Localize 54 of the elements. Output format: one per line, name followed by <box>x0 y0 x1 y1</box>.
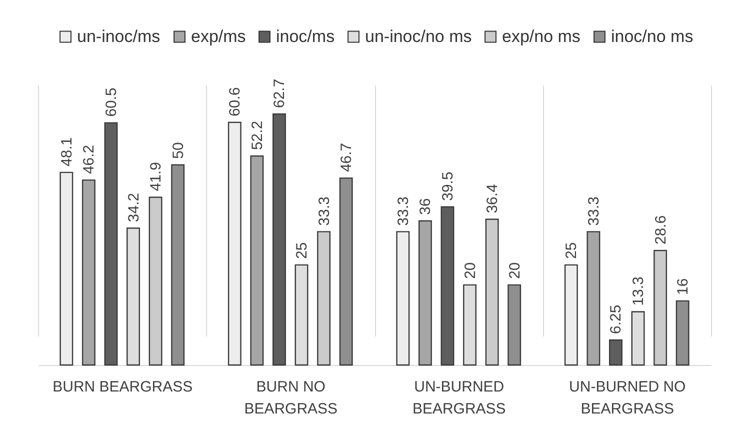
bar <box>60 172 74 366</box>
data-label: 36 <box>417 198 434 215</box>
bar <box>418 220 432 366</box>
bar <box>440 206 454 366</box>
bar <box>171 164 185 366</box>
x-tick-label: BURN NO BEARGRASS <box>244 378 338 418</box>
bar <box>564 264 578 366</box>
bar <box>485 218 499 366</box>
bar <box>317 231 331 366</box>
data-label: 50 <box>170 142 187 159</box>
data-label: 16 <box>674 278 692 295</box>
x-tick-label: BURN BEARGRASS <box>52 378 193 396</box>
bar <box>586 231 600 366</box>
data-label: 34.2 <box>125 192 142 222</box>
data-label: 39.5 <box>439 172 456 201</box>
data-label: 25 <box>563 242 580 259</box>
data-label: 20 <box>462 262 479 279</box>
legend-label: inoc/no ms <box>611 26 694 46</box>
bar <box>654 250 668 366</box>
data-label: 41.9 <box>148 162 165 192</box>
x-tick-label: UN-BURNED BEARGRASS <box>412 378 506 418</box>
data-label: 46.7 <box>338 142 356 172</box>
legend-label: un-inoc/no ms <box>365 26 472 46</box>
data-label: 28.6 <box>652 215 670 245</box>
data-label: 60.5 <box>102 88 120 117</box>
data-label: 52.2 <box>248 120 266 150</box>
bar <box>228 122 242 366</box>
bar <box>250 155 264 366</box>
legend-label: inoc/ms <box>276 26 335 46</box>
bar <box>676 300 690 366</box>
bar <box>508 284 522 366</box>
data-label: 6.25 <box>608 304 625 334</box>
legend-label: un-inoc/ms <box>77 26 160 46</box>
legend-label: exp/no ms <box>502 26 580 46</box>
bar <box>104 122 118 366</box>
bar <box>396 231 410 366</box>
data-label: 20 <box>506 262 524 279</box>
bar <box>339 177 353 366</box>
x-tick-label: UN-BURNED NO BEARGRASS <box>569 378 686 418</box>
bar <box>272 113 286 366</box>
bar <box>148 196 162 366</box>
data-label: 33.3 <box>585 196 602 226</box>
data-label: 25 <box>294 242 311 259</box>
data-label: 33.3 <box>316 196 333 226</box>
data-label: 62.7 <box>271 78 288 108</box>
bar <box>609 339 622 366</box>
data-label: 13.3 <box>630 276 648 306</box>
data-label: 36.4 <box>484 184 502 214</box>
data-label: 46.2 <box>80 144 98 174</box>
data-label: 60.6 <box>226 87 244 116</box>
data-label: 48.1 <box>58 137 76 166</box>
bar <box>82 179 96 366</box>
data-label: 33.3 <box>394 196 412 226</box>
legend-label: exp/ms <box>191 26 246 46</box>
